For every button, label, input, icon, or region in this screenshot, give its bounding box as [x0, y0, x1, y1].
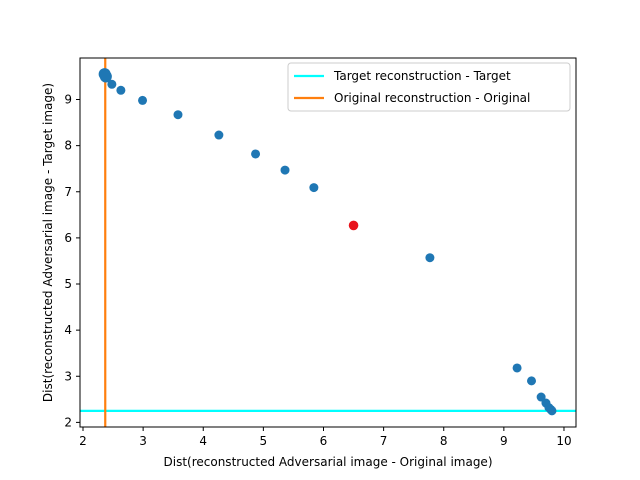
y-tick-label: 6 [64, 231, 72, 245]
data-point [280, 165, 290, 175]
highlight-point [348, 220, 359, 231]
x-tick-label: 7 [380, 434, 388, 448]
x-tick-label: 8 [440, 434, 448, 448]
data-point [107, 79, 117, 89]
legend: Target reconstruction - Target Original … [287, 62, 571, 112]
data-point [512, 363, 522, 373]
y-tick-label: 9 [64, 93, 72, 107]
data-point [425, 253, 435, 263]
x-tick-label: 6 [320, 434, 328, 448]
x-tick-label: 3 [139, 434, 147, 448]
data-point [138, 95, 148, 105]
data-point [99, 70, 112, 83]
plot-content [80, 58, 576, 427]
x-tick-label: 5 [260, 434, 268, 448]
y-tick-label: 8 [64, 139, 72, 153]
y-tick-label: 5 [64, 277, 72, 291]
plot-area [79, 57, 577, 428]
data-point [309, 183, 319, 193]
y-tick-label: 4 [64, 323, 72, 337]
x-tick-label: 4 [199, 434, 207, 448]
x-tick-label: 9 [500, 434, 508, 448]
y-axis-label: Dist(reconstructed Adversarial image - T… [41, 83, 55, 402]
x-tick-label: 10 [556, 434, 571, 448]
axes-frame [79, 57, 577, 428]
data-point [116, 85, 126, 95]
legend-box [287, 62, 571, 112]
legend-entry-original: Original reconstruction - Original [334, 91, 530, 105]
x-tick-label: 2 [79, 434, 87, 448]
data-point [547, 406, 557, 416]
y-tick-label: 3 [64, 369, 72, 383]
y-tick-label: 7 [64, 185, 72, 199]
axis-ticks: 2 3 4 5 6 7 8 9 10 2 3 4 5 6 7 8 9 [64, 93, 571, 448]
x-axis-label: Dist(reconstructed Adversarial image - O… [164, 455, 493, 469]
data-point [536, 392, 546, 402]
legend-entry-target: Target reconstruction - Target [333, 69, 511, 83]
y-tick-label: 2 [64, 415, 72, 429]
data-point [527, 376, 537, 386]
data-point [214, 130, 224, 140]
data-point [251, 149, 261, 159]
data-point [173, 110, 183, 120]
